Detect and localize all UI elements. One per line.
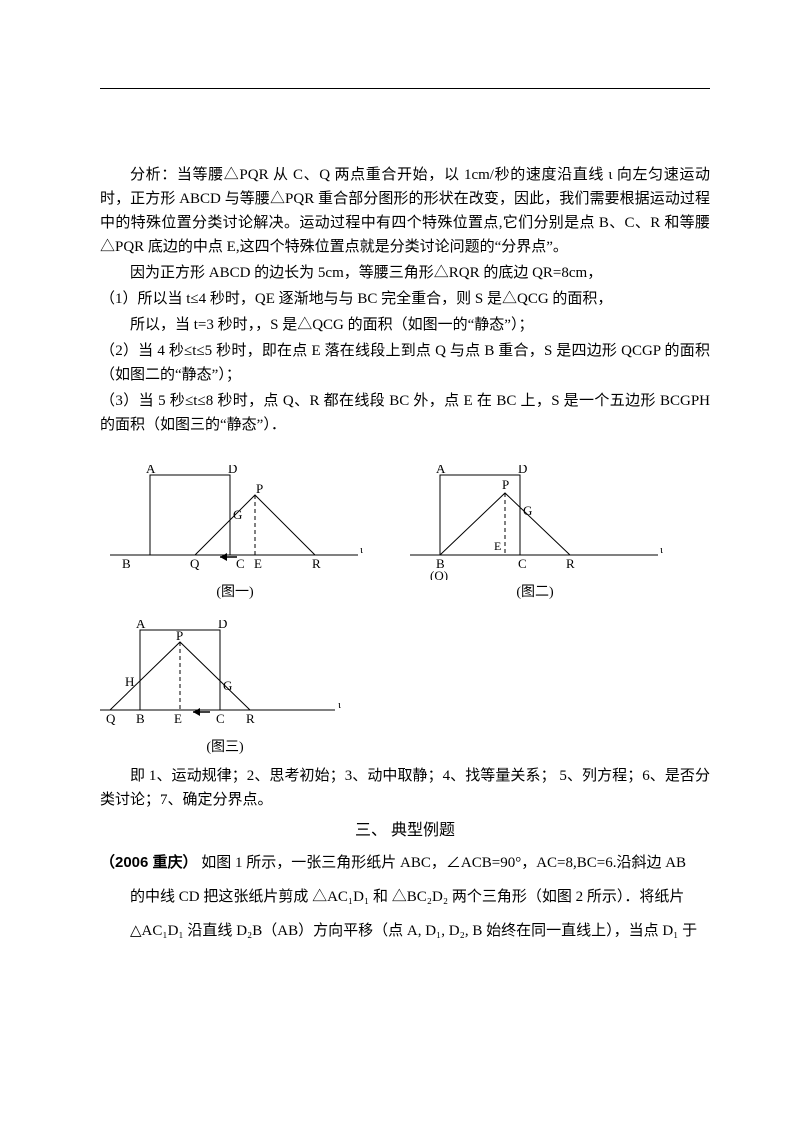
figure-2-svg: A D P G B (Q) E C R ι [400,465,670,580]
rules-line: 即 1、运动规律；2、思考初始；3、动中取静；4、找等量关系； 5、列方程；6、… [100,764,710,812]
fig2-C: C [518,556,527,571]
ex-tri1: △AC₁D₁ [312,889,369,905]
fig2-R: R [566,556,575,571]
example-l1-rest: 如图 1 所示，一张三角形纸片 ABC，∠ACB=90°，AC=8,BC=6.沿… [201,855,686,871]
figure-row-1: A D P G B Q C E R ι (图一) A [100,465,710,604]
ex-tri2: △BC₂D₂ [392,889,448,905]
fig1-axis: ι [360,544,363,556]
fig3-axis: ι [338,699,341,711]
ex-l2a: 的中线 CD 把这张纸片剪成 [130,889,312,905]
fig3-Q: Q [106,711,116,726]
fig1-A: A [146,465,156,476]
fig1-caption: (图一) [216,582,253,604]
example-line3: △AC₁D₁ 沿直线 D₂B（AB）方向平移（点 A, D₁, D₂, B 始终… [100,919,710,943]
fig2-E: E [494,539,501,553]
ex-pts: A, D₁, D₂, B [407,923,482,939]
fig2-axis: ι [660,544,663,556]
fig2-P: P [502,477,509,492]
ex-tri3: △AC₁D₁ [130,923,184,939]
fig2-G: G [523,503,532,518]
fig2-Q: (Q) [430,568,448,580]
fig2-A: A [436,465,446,476]
fig1-Q: Q [190,556,200,571]
ex-l3d: 始终在同一直线上），当点 [482,923,662,939]
figure-3: A D P H G Q B E C R ι (图三) [90,620,360,759]
figure-1: A D P G B Q C E R ι (图一) [100,465,370,604]
fig1-C: C [236,556,245,571]
analysis-p1: 分析：当等腰△PQR 从 C、Q 两点重合开始，以 1cm/秒的速度沿直线 ι … [100,163,710,259]
example-line2: 的中线 CD 把这张纸片剪成 △AC₁D₁ 和 △BC₂D₂ 两个三角形（如图 … [100,885,710,909]
example-prefix: （2006 重庆） [100,854,198,871]
ex-l3e: 于 [678,923,697,939]
fig3-A: A [136,620,146,631]
ex-seg: D₂B [236,923,262,939]
fig3-caption: (图三) [206,737,243,759]
figure-1-svg: A D P G B Q C E R ι [100,465,370,580]
ex-l2b: 和 [369,889,392,905]
fig2-D: D [518,465,527,476]
fig3-C: C [216,711,225,726]
ex-l3b: 沿直线 [184,923,237,939]
section-3-title: 三、 典型例题 [100,818,710,844]
top-rule [100,88,710,89]
fig3-H: H [125,674,134,689]
page: 分析：当等腰△PQR 从 C、Q 两点重合开始，以 1cm/秒的速度沿直线 ι … [0,0,800,985]
ex-l3c: （AB）方向平移（点 [262,923,407,939]
fig1-R: R [312,556,321,571]
fig3-E: E [174,711,182,726]
fig3-D: D [218,620,227,631]
fig3-P: P [176,628,183,643]
fig3-G: G [223,678,232,693]
ex-l2c: 两个三角形（如图 2 所示）．将纸片 [448,889,684,905]
fig1-D: D [228,465,237,476]
analysis-p6: （3）当 5 秒≤t≤8 秒时，点 Q、R 都在线段 BC 外，点 E 在 BC… [100,389,710,437]
fig1-E: E [254,556,262,571]
ex-d1: D₁ [662,923,678,939]
analysis-p3: （1）所以当 t≤4 秒时，QE 逐渐地与与 BC 完全重合，则 S 是△QCG… [100,287,710,311]
figure-2: A D P G B (Q) E C R ι (图二) [400,465,670,604]
analysis-p2: 因为正方形 ABCD 的边长为 5cm，等腰三角形△RQR 的底边 QR=8cm… [100,261,710,285]
fig2-caption: (图二) [516,582,553,604]
analysis-p5: （2）当 4 秒≤t≤5 秒时，即在点 E 落在线段上到点 Q 与点 B 重合，… [100,339,710,387]
fig1-B: B [122,556,131,571]
fig1-G: G [233,507,242,522]
fig3-B: B [136,711,145,726]
figure-3-svg: A D P H G Q B E C R ι [90,620,360,735]
example-line1: （2006 重庆） 如图 1 所示，一张三角形纸片 ABC，∠ACB=90°，A… [100,851,710,875]
analysis-p4: 所以，当 t=3 秒时，，S 是△QCG 的面积（如图一的“静态”）； [100,313,710,337]
fig3-R: R [246,711,255,726]
figure-row-2: A D P H G Q B E C R ι (图三) [100,620,710,759]
fig1-P: P [256,481,263,496]
